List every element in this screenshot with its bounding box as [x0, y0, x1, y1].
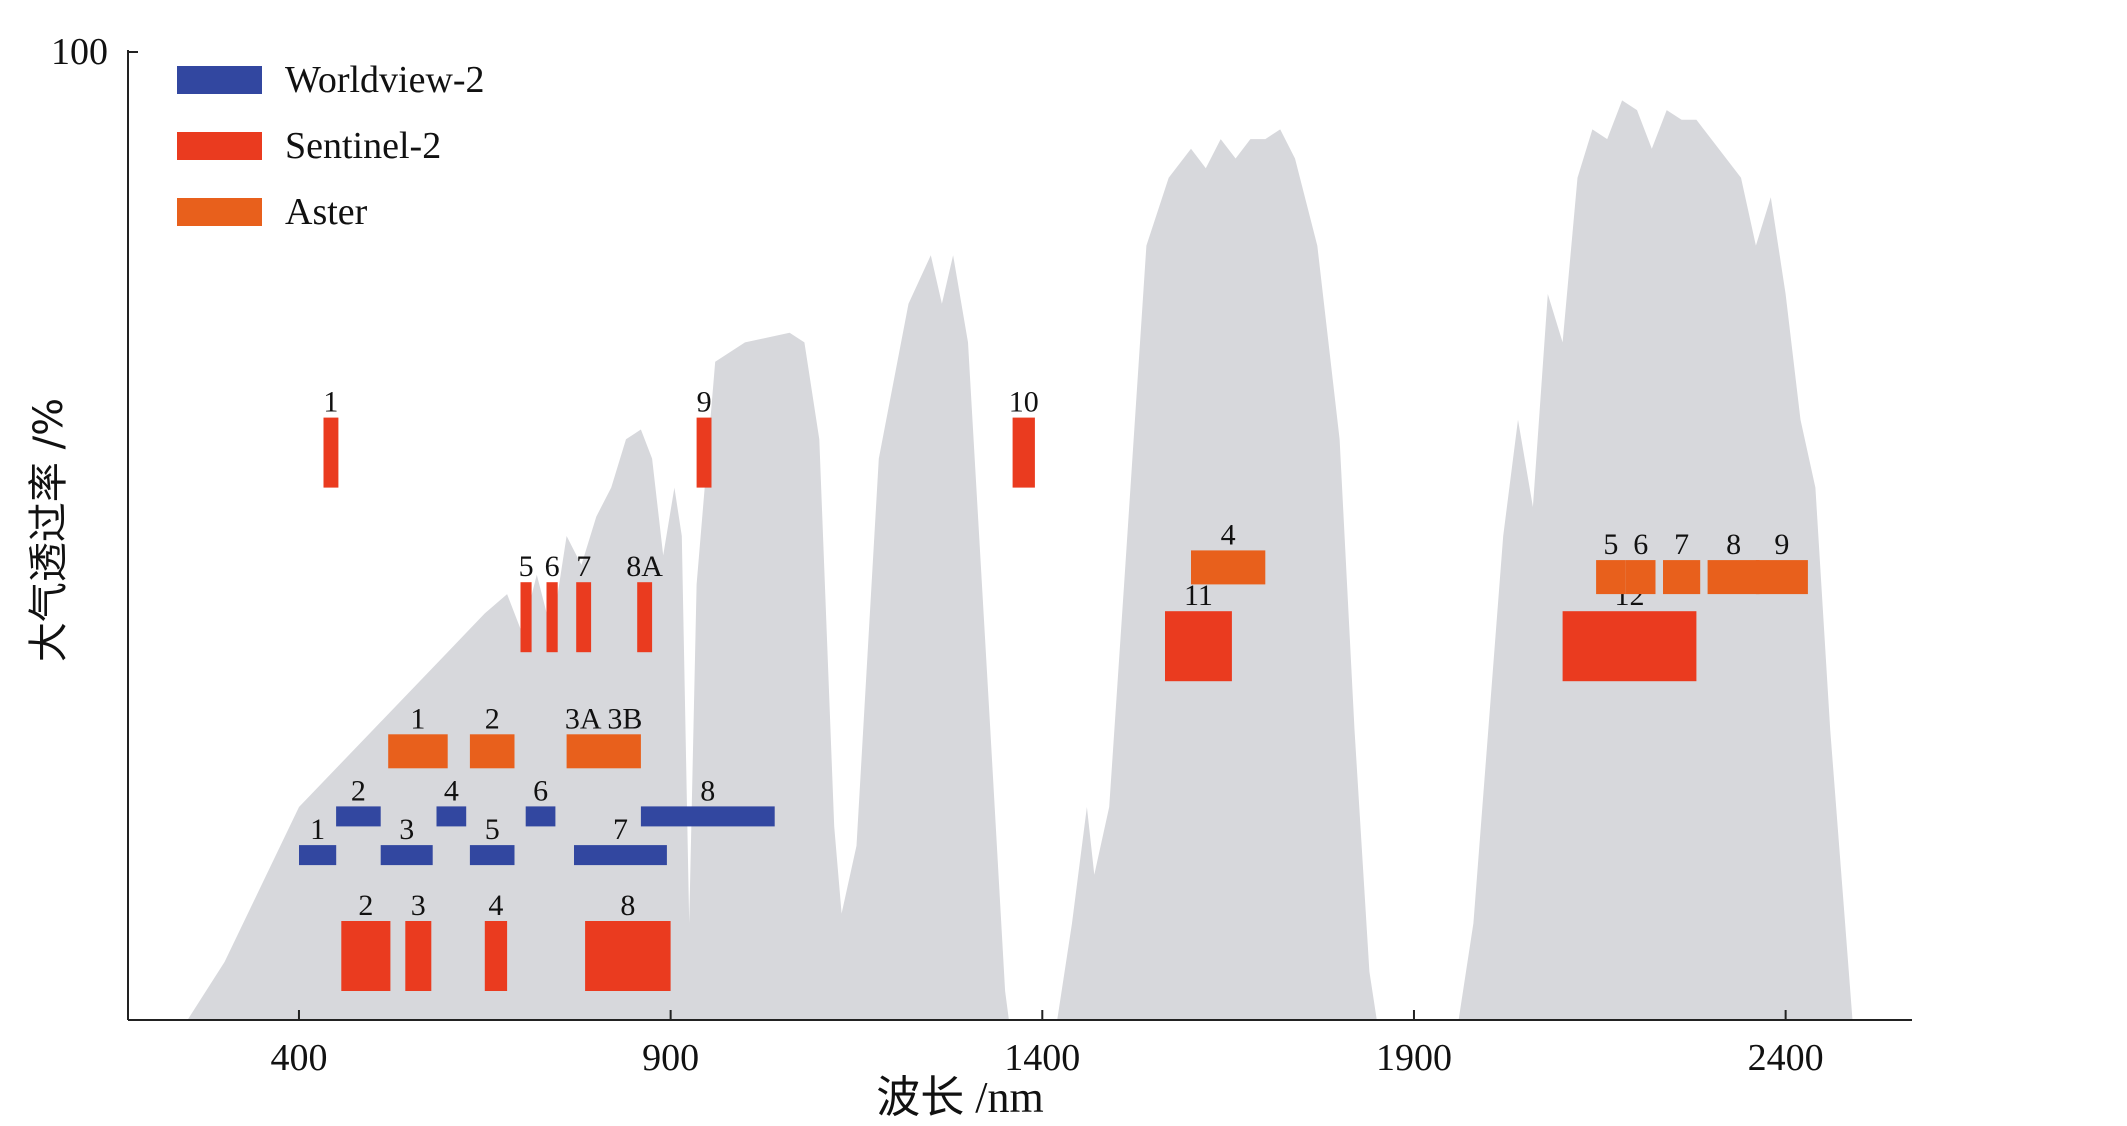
sentinel2-band-label: 10 — [1009, 386, 1039, 419]
sentinel2-band-bar — [585, 921, 671, 991]
sentinel2-band-label: 4 — [488, 889, 503, 922]
sentinel2-band-bar — [520, 582, 532, 653]
worldview2-band-bar — [525, 806, 556, 827]
x-ticks: 400 900 1400 1900 2400 — [270, 1010, 1824, 1079]
sentinel2-band-label: 11 — [1184, 579, 1213, 612]
aster-band-bar — [1625, 560, 1656, 595]
axes — [127, 50, 1912, 1021]
aster-band-bar — [566, 734, 641, 769]
sentinel2-band-bar — [546, 582, 558, 653]
aster-band-bar — [1596, 560, 1626, 595]
legend-swatch-aster — [177, 198, 262, 226]
legend-swatch-worldview2 — [177, 66, 262, 94]
series-aster: 1 2 3A 3B4 5 6 7 8 9 — [388, 518, 1808, 769]
legend-label-worldview2: Worldview-2 — [285, 59, 485, 101]
aster-band-bar — [469, 734, 515, 769]
sentinel2-band-bar — [1562, 611, 1697, 682]
aster-band-label: 5 — [1603, 528, 1618, 561]
aster-band-label: 1 — [410, 702, 425, 735]
sentinel2-band-label: 3 — [411, 889, 426, 922]
worldview2-band-bar — [336, 806, 381, 827]
worldview2-band-bar — [640, 806, 775, 827]
worldview2-band-label: 8 — [700, 774, 715, 807]
aster-band-label: 3A 3B — [565, 702, 643, 735]
worldview2-band-label: 6 — [533, 774, 548, 807]
worldview2-band-bar — [380, 845, 433, 866]
atmospheric-transmission-area — [187, 100, 1853, 1020]
sentinel2-band-bar — [637, 582, 653, 653]
x-tick-label: 1400 — [1004, 1037, 1080, 1079]
worldview2-band-label: 7 — [613, 813, 628, 846]
aster-band-bar — [1191, 550, 1266, 585]
sentinel2-band-label: 7 — [576, 550, 591, 583]
aster-band-label: 9 — [1774, 528, 1789, 561]
transmission-curve-layer — [187, 100, 1853, 1020]
sentinel2-band-bar — [484, 921, 508, 991]
aster-band-label: 4 — [1221, 518, 1236, 551]
sentinel2-band-label: 8A — [626, 550, 663, 583]
sentinel2-band-bar — [405, 921, 432, 991]
sentinel2-band-label: 6 — [545, 550, 560, 583]
sentinel2-band-label: 1 — [323, 386, 338, 419]
sentinel2-band-bar — [323, 417, 339, 488]
sentinel2-band-bar — [576, 582, 592, 653]
sentinel2-band-bar — [696, 417, 712, 488]
aster-band-bar — [388, 734, 448, 769]
legend-label-aster: Aster — [285, 191, 368, 233]
x-tick-label: 900 — [642, 1037, 699, 1079]
sentinel2-band-label: 8 — [620, 889, 635, 922]
legend-swatch-sentinel2 — [177, 132, 262, 160]
aster-band-bar — [1663, 560, 1701, 595]
worldview2-band-label: 3 — [399, 813, 414, 846]
worldview2-band-bar — [299, 845, 337, 866]
worldview2-band-bar — [436, 806, 467, 827]
legend-label-sentinel2: Sentinel-2 — [285, 125, 441, 167]
aster-band-bar — [1707, 560, 1760, 595]
legend: Worldview-2 Sentinel-2 Aster — [177, 59, 485, 233]
y-tick-label-100: 100 — [51, 31, 108, 73]
sentinel2-band-label: 2 — [358, 889, 373, 922]
aster-band-label: 7 — [1674, 528, 1689, 561]
aster-band-bar — [1755, 560, 1808, 595]
x-tick-label: 2400 — [1748, 1037, 1824, 1079]
worldview2-band-label: 2 — [351, 774, 366, 807]
aster-band-label: 6 — [1633, 528, 1648, 561]
aster-band-label: 2 — [485, 702, 500, 735]
sentinel2-band-bar — [341, 921, 391, 991]
sentinel2-band-label: 9 — [697, 386, 712, 419]
worldview2-band-label: 1 — [310, 813, 325, 846]
x-axis-title: 波长 /nm — [876, 1073, 1043, 1122]
worldview2-band-bar — [469, 845, 515, 866]
sentinel2-band-bar — [1012, 417, 1035, 488]
y-axis-title: 大气透过率 /% — [26, 398, 72, 662]
worldview2-band-label: 4 — [444, 774, 459, 807]
worldview2-band-bar — [574, 845, 667, 866]
x-tick-label: 400 — [270, 1037, 327, 1079]
worldview2-band-label: 5 — [485, 813, 500, 846]
aster-band-label: 8 — [1726, 528, 1741, 561]
sentinel2-band-label: 5 — [519, 550, 534, 583]
x-tick-label: 1900 — [1376, 1037, 1452, 1079]
sentinel2-band-bar — [1165, 611, 1232, 682]
